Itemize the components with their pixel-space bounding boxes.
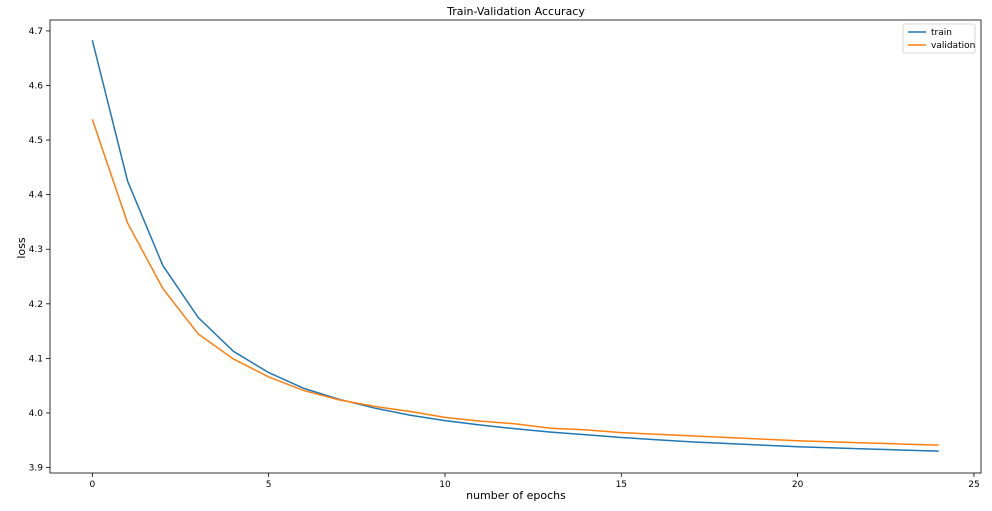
x-tick-label: 20 — [792, 480, 804, 490]
x-tick-label: 0 — [89, 480, 95, 490]
x-axis-label: number of epochs — [466, 489, 566, 502]
y-tick-label: 4.6 — [29, 81, 44, 91]
series-lines — [91, 40, 939, 452]
y-tick-label: 3.9 — [29, 464, 44, 474]
y-tick-label: 4.3 — [29, 245, 43, 255]
x-tick-label: 5 — [266, 480, 272, 490]
y-axis-ticks: 3.9 4.0 4.1 4.2 4.3 4.4 4.5 4.6 4.7 — [29, 27, 50, 474]
legend-label-validation: validation — [931, 41, 975, 51]
y-axis-label: loss — [15, 237, 28, 259]
x-axis-ticks: 0 5 10 15 20 25 — [89, 473, 980, 490]
y-tick-label: 4.0 — [29, 409, 44, 419]
legend-label-train: train — [931, 28, 952, 38]
y-tick-label: 4.2 — [29, 300, 43, 310]
y-tick-label: 4.5 — [29, 136, 43, 146]
x-tick-label: 10 — [439, 480, 451, 490]
series-line-train — [91, 40, 939, 452]
x-tick-label: 25 — [968, 480, 979, 490]
y-tick-label: 4.7 — [29, 27, 43, 37]
legend: train validation — [902, 23, 976, 54]
chart-title: Train-Validation Accuracy — [446, 5, 585, 18]
x-tick-label: 15 — [616, 480, 627, 490]
y-tick-label: 4.4 — [29, 191, 44, 201]
series-line-validation — [91, 119, 939, 446]
plot-area-frame — [49, 19, 982, 474]
y-tick-label: 4.1 — [29, 354, 43, 364]
